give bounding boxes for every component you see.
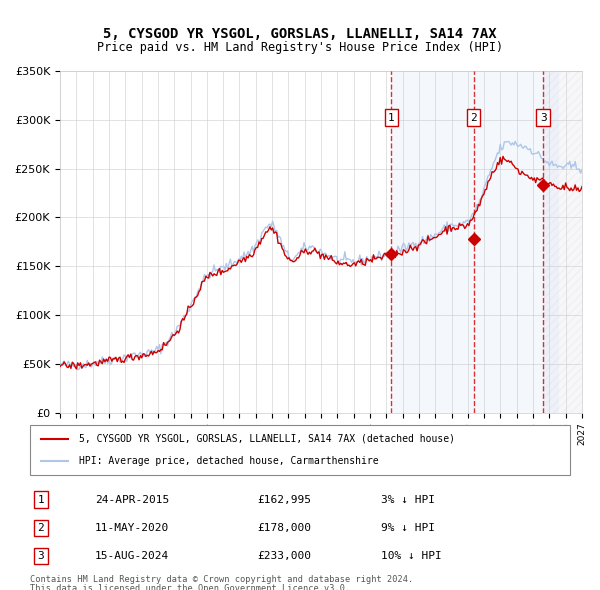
- FancyBboxPatch shape: [30, 425, 570, 475]
- Text: 15-AUG-2024: 15-AUG-2024: [95, 551, 169, 561]
- Text: 3: 3: [37, 551, 44, 561]
- Text: 24-APR-2015: 24-APR-2015: [95, 494, 169, 504]
- Text: This data is licensed under the Open Government Licence v3.0.: This data is licensed under the Open Gov…: [30, 584, 350, 590]
- Bar: [543, 71, 582, 413]
- Text: 3: 3: [540, 113, 547, 123]
- Text: 1: 1: [37, 494, 44, 504]
- Text: 2: 2: [470, 113, 477, 123]
- Text: 5, CYSGOD YR YSGOL, GORSLAS, LLANELLI, SA14 7AX: 5, CYSGOD YR YSGOL, GORSLAS, LLANELLI, S…: [103, 27, 497, 41]
- Text: 1: 1: [388, 113, 395, 123]
- Text: £178,000: £178,000: [257, 523, 311, 533]
- Text: HPI: Average price, detached house, Carmarthenshire: HPI: Average price, detached house, Carm…: [79, 456, 378, 466]
- Text: Price paid vs. HM Land Registry's House Price Index (HPI): Price paid vs. HM Land Registry's House …: [97, 41, 503, 54]
- Text: £162,995: £162,995: [257, 494, 311, 504]
- Text: 3% ↓ HPI: 3% ↓ HPI: [381, 494, 435, 504]
- Text: 9% ↓ HPI: 9% ↓ HPI: [381, 523, 435, 533]
- Text: 11-MAY-2020: 11-MAY-2020: [95, 523, 169, 533]
- Text: Contains HM Land Registry data © Crown copyright and database right 2024.: Contains HM Land Registry data © Crown c…: [30, 575, 413, 584]
- Bar: [391, 71, 559, 413]
- Text: 5, CYSGOD YR YSGOL, GORSLAS, LLANELLI, SA14 7AX (detached house): 5, CYSGOD YR YSGOL, GORSLAS, LLANELLI, S…: [79, 434, 455, 444]
- Text: £233,000: £233,000: [257, 551, 311, 561]
- Text: 2: 2: [37, 523, 44, 533]
- Text: 10% ↓ HPI: 10% ↓ HPI: [381, 551, 442, 561]
